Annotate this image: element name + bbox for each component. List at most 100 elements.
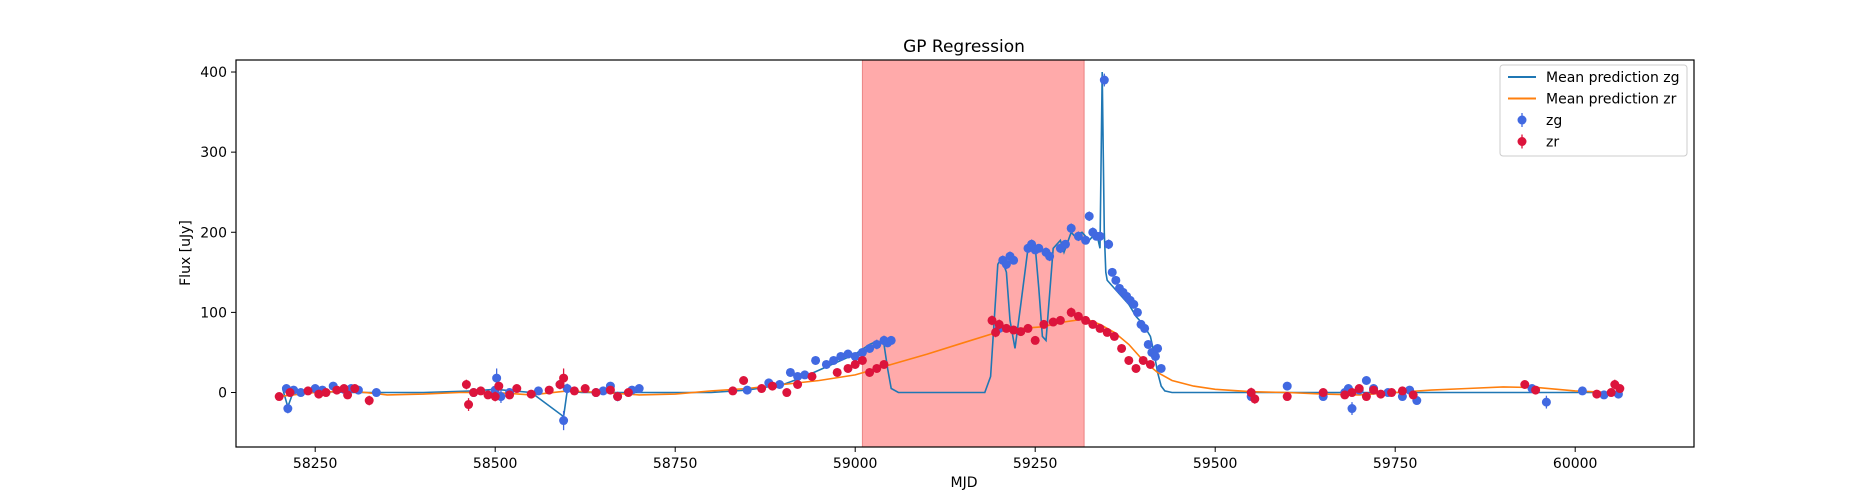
data-point <box>461 380 471 390</box>
data-point <box>1408 390 1418 400</box>
data-point <box>775 380 785 390</box>
x-tick-label: 58500 <box>473 456 518 472</box>
data-point <box>613 392 623 402</box>
data-point <box>857 347 867 357</box>
data-point <box>1039 319 1049 329</box>
data-point <box>332 385 342 395</box>
data-point <box>793 371 803 381</box>
data-point <box>1088 319 1098 329</box>
data-point <box>821 359 831 369</box>
y-tick-label: 100 <box>200 305 227 321</box>
plot-area <box>274 59 1625 448</box>
data-point <box>343 390 353 400</box>
legend-label: Mean prediction zg <box>1546 70 1680 86</box>
y-tick-label: 0 <box>218 386 227 402</box>
data-point <box>1541 397 1551 407</box>
legend-label: zr <box>1546 135 1559 151</box>
data-point <box>1016 327 1026 337</box>
data-point <box>1009 325 1019 335</box>
data-point <box>1520 380 1530 390</box>
data-point <box>350 384 360 394</box>
data-point <box>1081 315 1091 325</box>
data-point <box>1138 355 1148 365</box>
data-point <box>857 355 867 365</box>
x-tick-label: 58250 <box>293 456 338 472</box>
y-axis: 0 100 200 300 400 <box>200 65 236 402</box>
data-point <box>1282 381 1292 391</box>
data-point <box>1131 363 1141 373</box>
data-point <box>843 363 853 373</box>
legend-box <box>1499 64 1688 157</box>
data-point <box>526 389 536 399</box>
data-point <box>1009 255 1019 265</box>
series-points-zr <box>274 307 1625 411</box>
data-point <box>1361 375 1371 385</box>
data-point <box>580 384 590 394</box>
data-point <box>1150 351 1160 361</box>
data-point <box>1104 239 1114 249</box>
data-point <box>1318 388 1328 398</box>
data-point <box>1376 389 1386 399</box>
data-point <box>483 390 493 400</box>
data-point <box>559 416 569 426</box>
data-point <box>1109 331 1119 341</box>
data-point <box>1145 359 1155 369</box>
data-point <box>850 359 860 369</box>
plot-frame <box>235 59 1695 448</box>
data-point <box>559 373 569 383</box>
x-tick-label: 60000 <box>1553 456 1598 472</box>
data-point <box>1577 386 1587 396</box>
observation-points-layer <box>274 73 1625 431</box>
data-point <box>1340 390 1350 400</box>
data-point <box>371 388 381 398</box>
data-point <box>1001 323 1011 333</box>
x-axis: 58250 58500 58750 59000 59250 59500 59750 60000 <box>293 447 1598 472</box>
data-point <box>1030 335 1040 345</box>
data-point <box>1387 388 1397 398</box>
data-point <box>634 384 644 394</box>
data-point <box>800 370 810 380</box>
data-point <box>1102 327 1112 337</box>
data-point <box>1048 317 1058 327</box>
data-point <box>1606 388 1616 398</box>
data-point <box>512 384 522 394</box>
legend-marker-swatch <box>1517 137 1527 146</box>
y-axis-label: Flux [uJy] <box>178 220 194 286</box>
data-point <box>843 349 853 359</box>
data-point <box>505 390 515 400</box>
y-tick-label: 200 <box>200 225 227 241</box>
data-point <box>283 404 293 414</box>
data-point <box>1001 259 1011 269</box>
data-point <box>1034 243 1044 253</box>
data-point <box>1592 389 1602 399</box>
data-point <box>1531 385 1541 395</box>
data-point <box>314 389 324 399</box>
data-point <box>865 367 875 377</box>
data-point <box>490 392 500 402</box>
data-point <box>464 400 474 410</box>
data-point <box>886 335 896 345</box>
data-point <box>850 351 860 361</box>
x-tick-label: 59750 <box>1373 456 1418 472</box>
x-tick-label: 59500 <box>1193 456 1238 472</box>
data-point <box>829 355 839 365</box>
y-tick-label: 300 <box>200 145 227 161</box>
data-point <box>742 385 752 395</box>
x-tick-label: 59000 <box>833 456 878 472</box>
legend-marker-swatch <box>1517 115 1527 125</box>
data-point <box>865 343 875 353</box>
data-point <box>591 388 601 398</box>
data-point <box>492 373 502 383</box>
data-point <box>285 388 295 398</box>
data-point <box>1354 384 1364 394</box>
data-point <box>569 386 579 396</box>
data-point <box>1282 392 1292 402</box>
data-point <box>476 386 486 396</box>
legend-label: Mean prediction zr <box>1546 92 1677 108</box>
data-point <box>1250 394 1260 404</box>
data-point <box>832 367 842 377</box>
data-point <box>1095 323 1105 333</box>
data-point <box>807 371 817 381</box>
data-point <box>1143 339 1153 349</box>
